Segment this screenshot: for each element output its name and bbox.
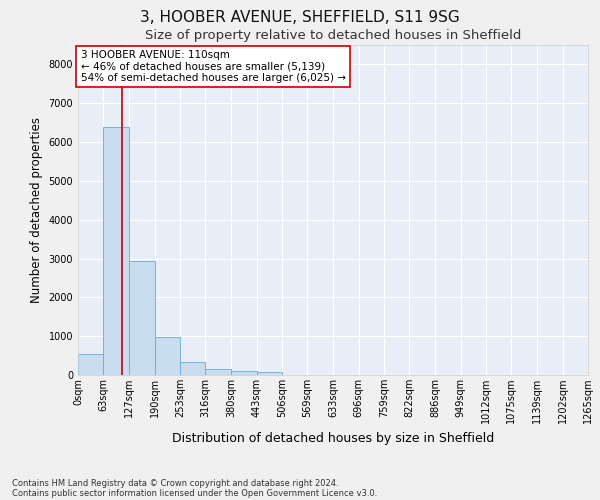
Bar <box>180 362 205 375</box>
Bar <box>257 372 282 375</box>
Bar <box>78 354 103 375</box>
Y-axis label: Number of detached properties: Number of detached properties <box>30 117 43 303</box>
Bar <box>205 369 231 375</box>
Bar <box>103 128 129 375</box>
Bar <box>129 261 155 375</box>
Text: 3, HOOBER AVENUE, SHEFFIELD, S11 9SG: 3, HOOBER AVENUE, SHEFFIELD, S11 9SG <box>140 10 460 25</box>
Title: Size of property relative to detached houses in Sheffield: Size of property relative to detached ho… <box>145 30 521 43</box>
Text: Contains public sector information licensed under the Open Government Licence v3: Contains public sector information licen… <box>12 488 377 498</box>
Bar <box>231 371 257 375</box>
Text: 3 HOOBER AVENUE: 110sqm
← 46% of detached houses are smaller (5,139)
54% of semi: 3 HOOBER AVENUE: 110sqm ← 46% of detache… <box>80 50 346 83</box>
Text: Contains HM Land Registry data © Crown copyright and database right 2024.: Contains HM Land Registry data © Crown c… <box>12 478 338 488</box>
X-axis label: Distribution of detached houses by size in Sheffield: Distribution of detached houses by size … <box>172 432 494 444</box>
Bar <box>155 338 180 375</box>
